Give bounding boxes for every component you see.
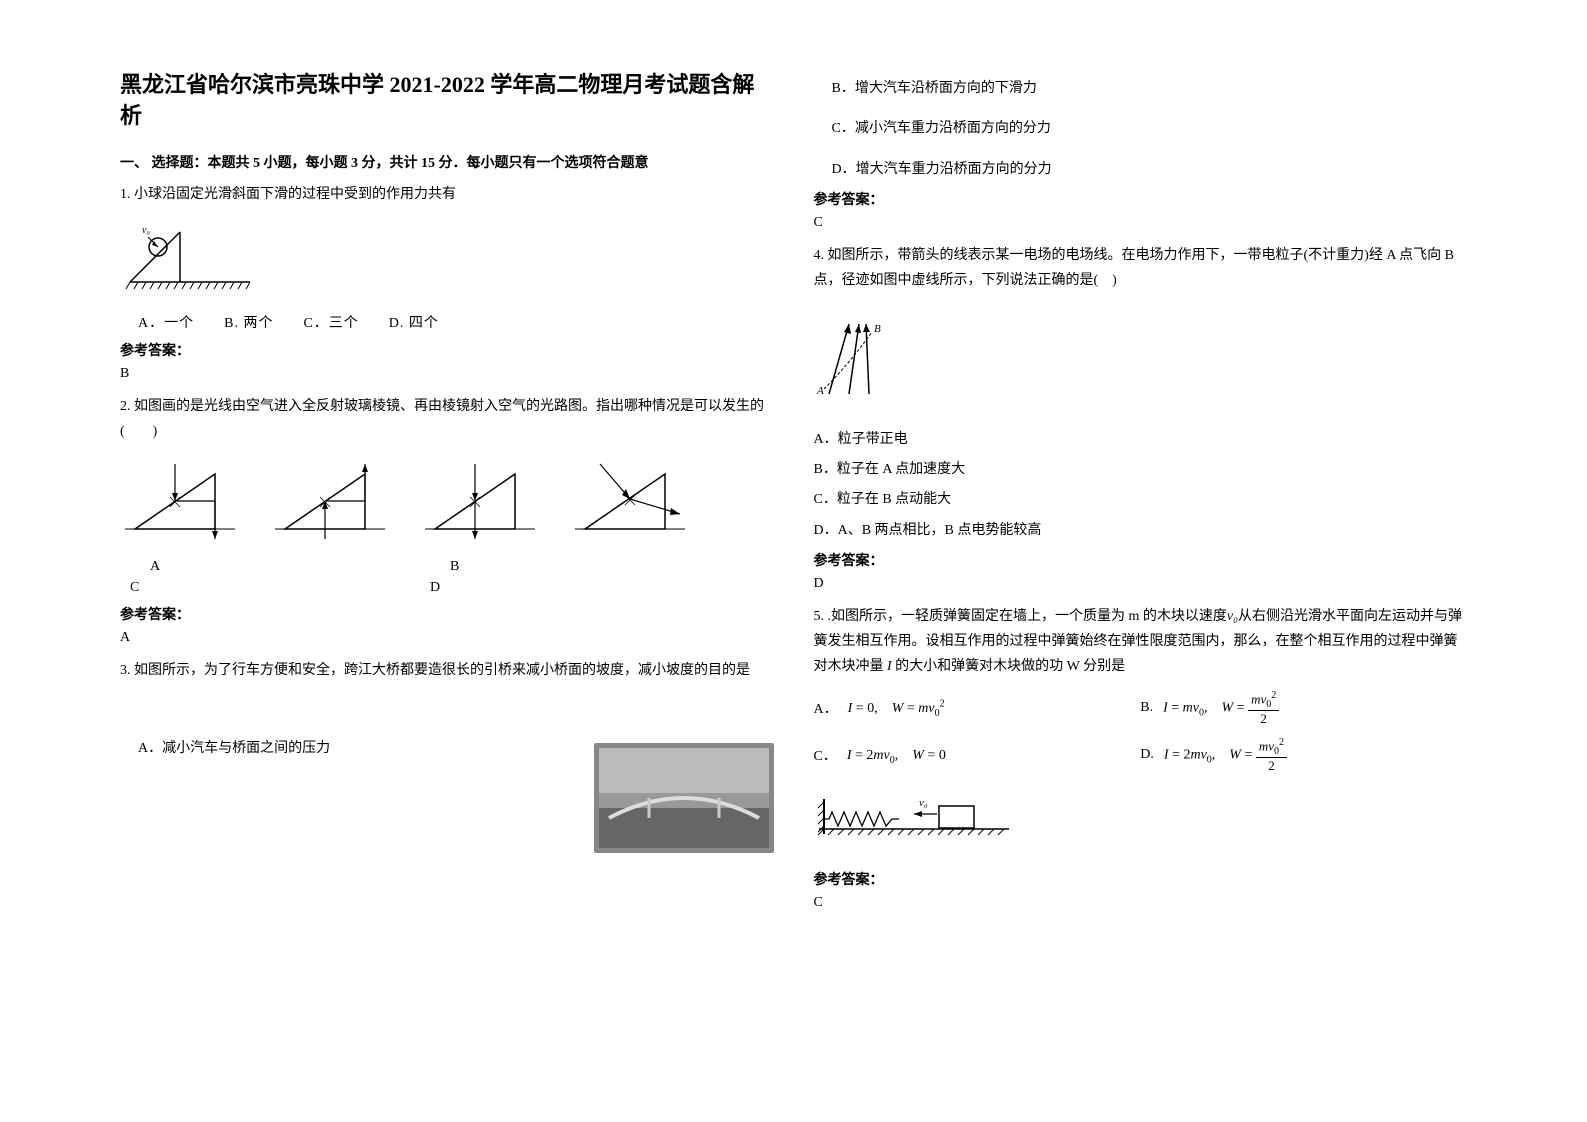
q4-option-d: D．A、B 两点相比，B 点电势能较高: [814, 520, 1468, 542]
q2-figures: [120, 459, 774, 544]
q3-option-c: C．减小汽车重力沿桥面方向的分力: [832, 118, 1468, 140]
q5-option-b: B. I = mv0, W = mv022: [1140, 690, 1467, 727]
q1-text: 1. 小球沿固定光滑斜面下滑的过程中受到的作用力共有: [120, 182, 774, 207]
prism-d: [570, 459, 690, 544]
svg-text:v₀: v₀: [919, 797, 928, 809]
q3-body: A．减小汽车与桥面之间的压力: [120, 738, 774, 858]
q4-text: 4. 如图所示，带箭头的线表示某一电场的电场线。在电场力作用下，一带电粒子(不计…: [814, 243, 1468, 293]
svg-text:A: A: [816, 385, 824, 397]
q5-text-1: 5. .如图所示，一轻质弹簧固定在墙上，一个质量为 m 的木块以速度: [814, 609, 1227, 624]
q4-answer: D: [814, 576, 1468, 592]
right-column: B．增大汽车沿桥面方向的下滑力 C．减小汽车重力沿桥面方向的分力 D．增大汽车重…: [794, 70, 1488, 1082]
q2-text: 2. 如图画的是光线由空气进入全反射玻璃棱镜、再由棱镜射入空气的光路图。指出哪种…: [120, 394, 774, 444]
q5-answer-label: 参考答案：: [814, 869, 1468, 889]
q5-opt-d-formula: I = 2mv0, W = mv022: [1164, 737, 1287, 774]
q2-label-b: B: [450, 559, 459, 575]
q4-answer-label: 参考答案：: [814, 550, 1468, 570]
q2-label-d: D: [430, 580, 440, 596]
q4-option-a: A．粒子带正电: [814, 429, 1468, 451]
q5-I: I: [887, 659, 892, 674]
q5-opt-c-formula: I = 2mv0, W = 0: [847, 744, 946, 766]
q5-opt-d-label: D.: [1140, 747, 1154, 763]
q2-label-row-1: A B: [150, 559, 774, 575]
q2-label-row-2: C D: [150, 580, 774, 596]
q4-figure: A B: [814, 304, 1468, 419]
q3-answer: C: [814, 215, 1468, 231]
q3-answer-label: 参考答案：: [814, 189, 1468, 209]
svg-text:v₀: v₀: [142, 225, 150, 236]
q4-option-b: B．粒子在 A 点加速度大: [814, 459, 1468, 481]
q1-answer: B: [120, 366, 774, 382]
q5-opt-row-2: C． I = 2mv0, W = 0 D. I = 2mv0, W = mv02…: [814, 737, 1468, 774]
left-column: 黑龙江省哈尔滨市亮珠中学 2021-2022 学年高二物理月考试题含解析 一、 …: [100, 70, 794, 1082]
q2-label-c: C: [130, 580, 430, 596]
q1-answer-label: 参考答案：: [120, 340, 774, 360]
q2-answer: A: [120, 630, 774, 646]
q5-answer: C: [814, 895, 1468, 911]
q5-option-a: A． I = 0, W = mv02: [814, 697, 1141, 719]
q5-text-3: 的大小和弹簧对木块做的功 W 分别是: [895, 659, 1125, 674]
q4-option-c: C．粒子在 B 点动能大: [814, 489, 1468, 511]
q1-figure: v₀: [120, 217, 774, 302]
q3-text: 3. 如图所示，为了行车方便和安全，跨江大桥都要造很长的引桥来减小桥面的坡度，减…: [120, 658, 774, 683]
q5-opt-row-1: A． I = 0, W = mv02 B. I = mv0, W = mv022: [814, 690, 1468, 727]
q5-figure: v₀: [814, 784, 1468, 859]
q5-opt-b-formula: I = mv0, W = mv022: [1163, 690, 1279, 727]
q5-opt-b-label: B.: [1140, 700, 1153, 716]
q3-option-d: D．增大汽车重力沿桥面方向的分力: [832, 159, 1468, 181]
q1-options: A．一个 B. 两个 C．三个 D. 四个: [138, 312, 774, 332]
q5-option-d: D. I = 2mv0, W = mv022: [1140, 737, 1467, 774]
q5-text: 5. .如图所示，一轻质弹簧固定在墙上，一个质量为 m 的木块以速度v₀从右侧沿…: [814, 604, 1468, 680]
svg-text:B: B: [874, 323, 881, 335]
q5-opt-c-label: C．: [814, 745, 837, 765]
q2-answer-label: 参考答案：: [120, 604, 774, 624]
page-title: 黑龙江省哈尔滨市亮珠中学 2021-2022 学年高二物理月考试题含解析: [120, 70, 774, 132]
q5-opt-a-formula: I = 0, W = mv02: [848, 697, 945, 719]
q5-opt-a-label: A．: [814, 698, 838, 718]
bridge-image: [594, 743, 774, 853]
q3-option-b: B．增大汽车沿桥面方向的下滑力: [832, 78, 1468, 100]
section-1-header: 一、 选择题：本题共 5 小题，每小题 3 分，共计 15 分．每小题只有一个选…: [120, 152, 774, 172]
prism-a: [120, 459, 240, 544]
prism-b: [270, 459, 390, 544]
q5-option-c: C． I = 2mv0, W = 0: [814, 744, 1141, 766]
prism-c: [420, 459, 540, 544]
q2-label-a: A: [150, 559, 450, 575]
q5-v0: v₀: [1227, 609, 1238, 624]
